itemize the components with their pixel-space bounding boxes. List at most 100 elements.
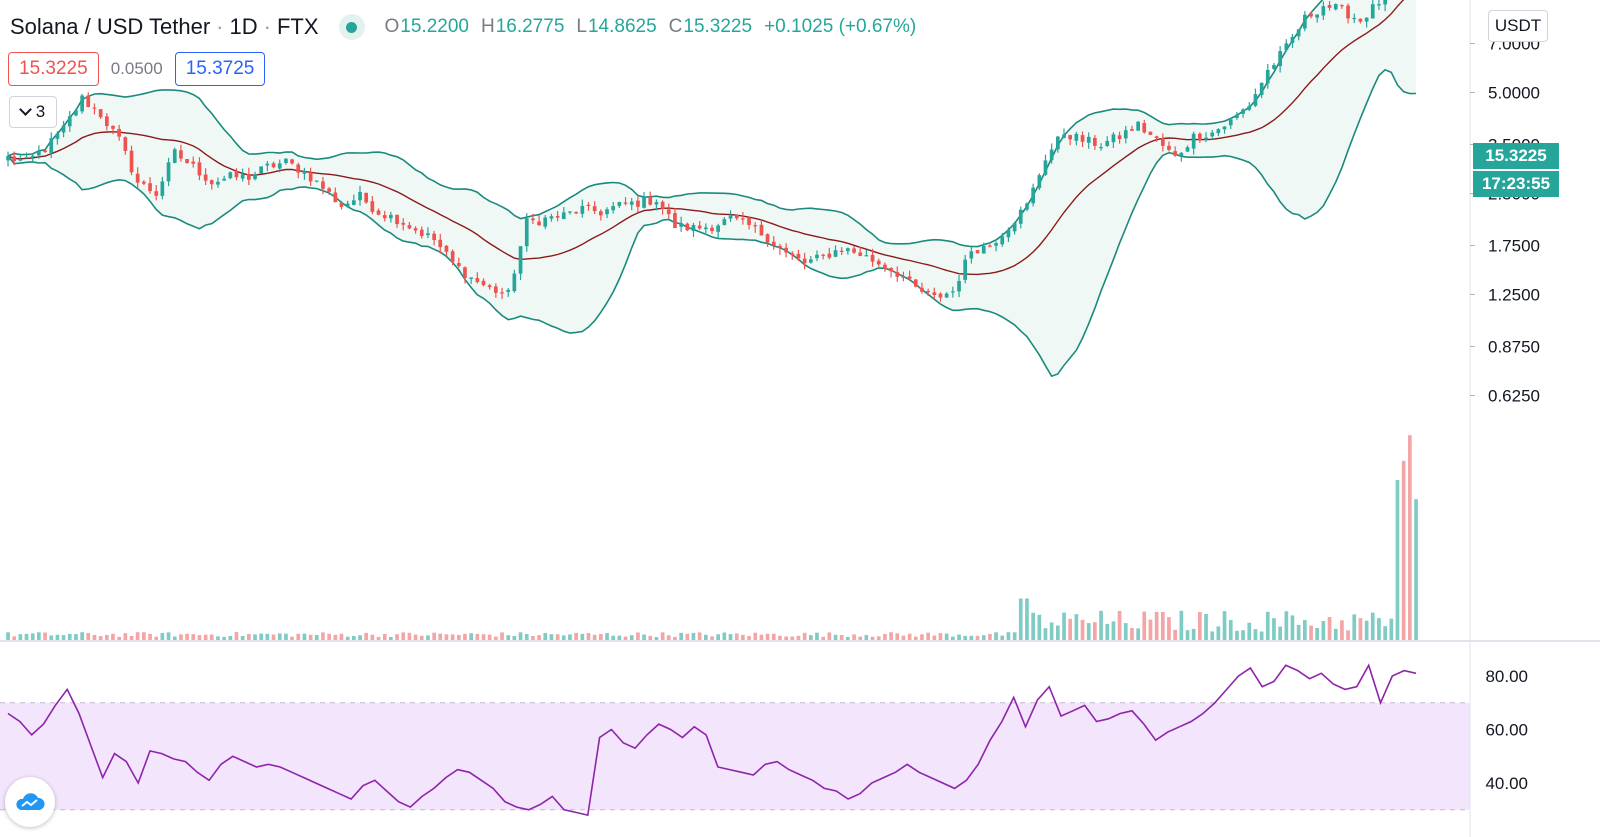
- candle[interactable]: [741, 212, 745, 225]
- candle[interactable]: [1383, 0, 1387, 12]
- candle[interactable]: [1086, 132, 1091, 149]
- candle[interactable]: [426, 227, 430, 239]
- candle[interactable]: [253, 171, 257, 181]
- candle[interactable]: [994, 241, 998, 252]
- symbol-name[interactable]: Solana / USD Tether: [10, 14, 211, 39]
- candle[interactable]: [1099, 143, 1103, 151]
- candle[interactable]: [98, 109, 103, 119]
- candle[interactable]: [605, 207, 609, 219]
- candle[interactable]: [895, 266, 900, 282]
- candle[interactable]: [568, 211, 572, 215]
- candle[interactable]: [660, 200, 665, 215]
- candle[interactable]: [1235, 112, 1239, 120]
- candle[interactable]: [1136, 121, 1140, 131]
- candle[interactable]: [259, 166, 263, 174]
- candle[interactable]: [1265, 64, 1270, 89]
- candle[interactable]: [846, 247, 850, 255]
- candle[interactable]: [1025, 202, 1029, 212]
- candle[interactable]: [1179, 152, 1184, 162]
- candle[interactable]: [951, 286, 955, 298]
- candle[interactable]: [1216, 128, 1221, 137]
- candle[interactable]: [1340, 4, 1344, 9]
- candle[interactable]: [1105, 136, 1110, 147]
- market-status-icon[interactable]: [338, 14, 365, 40]
- candle[interactable]: [543, 215, 548, 230]
- candle[interactable]: [1142, 119, 1147, 134]
- candle[interactable]: [932, 287, 937, 299]
- candle[interactable]: [1204, 132, 1208, 143]
- candle[interactable]: [901, 271, 906, 282]
- candle[interactable]: [1210, 130, 1215, 140]
- candle[interactable]: [833, 245, 838, 258]
- candle[interactable]: [49, 132, 54, 159]
- candle[interactable]: [827, 247, 832, 260]
- candle[interactable]: [1290, 33, 1295, 48]
- candle[interactable]: [1321, 1, 1326, 20]
- candle[interactable]: [883, 262, 887, 272]
- candle[interactable]: [778, 244, 782, 255]
- candle[interactable]: [617, 201, 622, 208]
- candle[interactable]: [438, 233, 443, 254]
- candle[interactable]: [37, 145, 41, 159]
- candle[interactable]: [314, 180, 319, 183]
- candle[interactable]: [197, 157, 202, 181]
- candle[interactable]: [154, 185, 159, 201]
- candle[interactable]: [1198, 132, 1202, 143]
- candle[interactable]: [1074, 131, 1079, 146]
- candle[interactable]: [1006, 227, 1011, 242]
- candle[interactable]: [1309, 11, 1313, 19]
- candle[interactable]: [1284, 39, 1289, 52]
- candle[interactable]: [389, 211, 393, 223]
- candle[interactable]: [512, 269, 517, 293]
- candle[interactable]: [524, 213, 529, 252]
- candle[interactable]: [1062, 128, 1066, 139]
- candle[interactable]: [1056, 135, 1060, 153]
- candle[interactable]: [518, 246, 523, 281]
- candle[interactable]: [364, 192, 368, 204]
- interval-label[interactable]: 1D: [229, 14, 258, 39]
- candle[interactable]: [1185, 145, 1190, 153]
- candle[interactable]: [296, 162, 301, 179]
- candle[interactable]: [759, 218, 764, 236]
- candle[interactable]: [135, 167, 140, 188]
- candle[interactable]: [352, 194, 356, 206]
- candle[interactable]: [555, 211, 560, 222]
- candle[interactable]: [747, 216, 751, 230]
- candle[interactable]: [148, 177, 152, 194]
- candle[interactable]: [1068, 134, 1072, 146]
- candle[interactable]: [1247, 102, 1252, 112]
- candle[interactable]: [771, 236, 776, 250]
- candle[interactable]: [1370, 0, 1375, 19]
- candle[interactable]: [765, 233, 770, 247]
- candle[interactable]: [240, 168, 245, 182]
- candle[interactable]: [1327, 1, 1332, 11]
- candle[interactable]: [1093, 135, 1097, 150]
- candle[interactable]: [179, 144, 183, 162]
- candle[interactable]: [500, 287, 504, 299]
- candle[interactable]: [864, 249, 869, 257]
- candle[interactable]: [722, 217, 727, 226]
- candle[interactable]: [809, 256, 813, 264]
- candle[interactable]: [228, 171, 233, 180]
- candle[interactable]: [247, 167, 251, 186]
- candle[interactable]: [1272, 63, 1276, 70]
- candle[interactable]: [926, 288, 930, 296]
- candle[interactable]: [815, 250, 819, 262]
- candle[interactable]: [358, 186, 362, 206]
- candle[interactable]: [234, 168, 239, 181]
- candle[interactable]: [537, 215, 541, 227]
- tradingview-logo-button[interactable]: [5, 777, 55, 827]
- candle[interactable]: [105, 113, 109, 131]
- candle[interactable]: [1259, 82, 1264, 99]
- candle[interactable]: [123, 136, 128, 155]
- candle[interactable]: [1167, 141, 1171, 152]
- candle[interactable]: [185, 159, 189, 164]
- candle[interactable]: [1303, 11, 1307, 32]
- candle[interactable]: [666, 203, 671, 219]
- candle[interactable]: [586, 202, 591, 211]
- candle[interactable]: [599, 209, 603, 221]
- candle[interactable]: [1173, 146, 1177, 157]
- candle[interactable]: [1049, 143, 1054, 164]
- candle[interactable]: [506, 287, 511, 297]
- candle[interactable]: [1222, 126, 1227, 134]
